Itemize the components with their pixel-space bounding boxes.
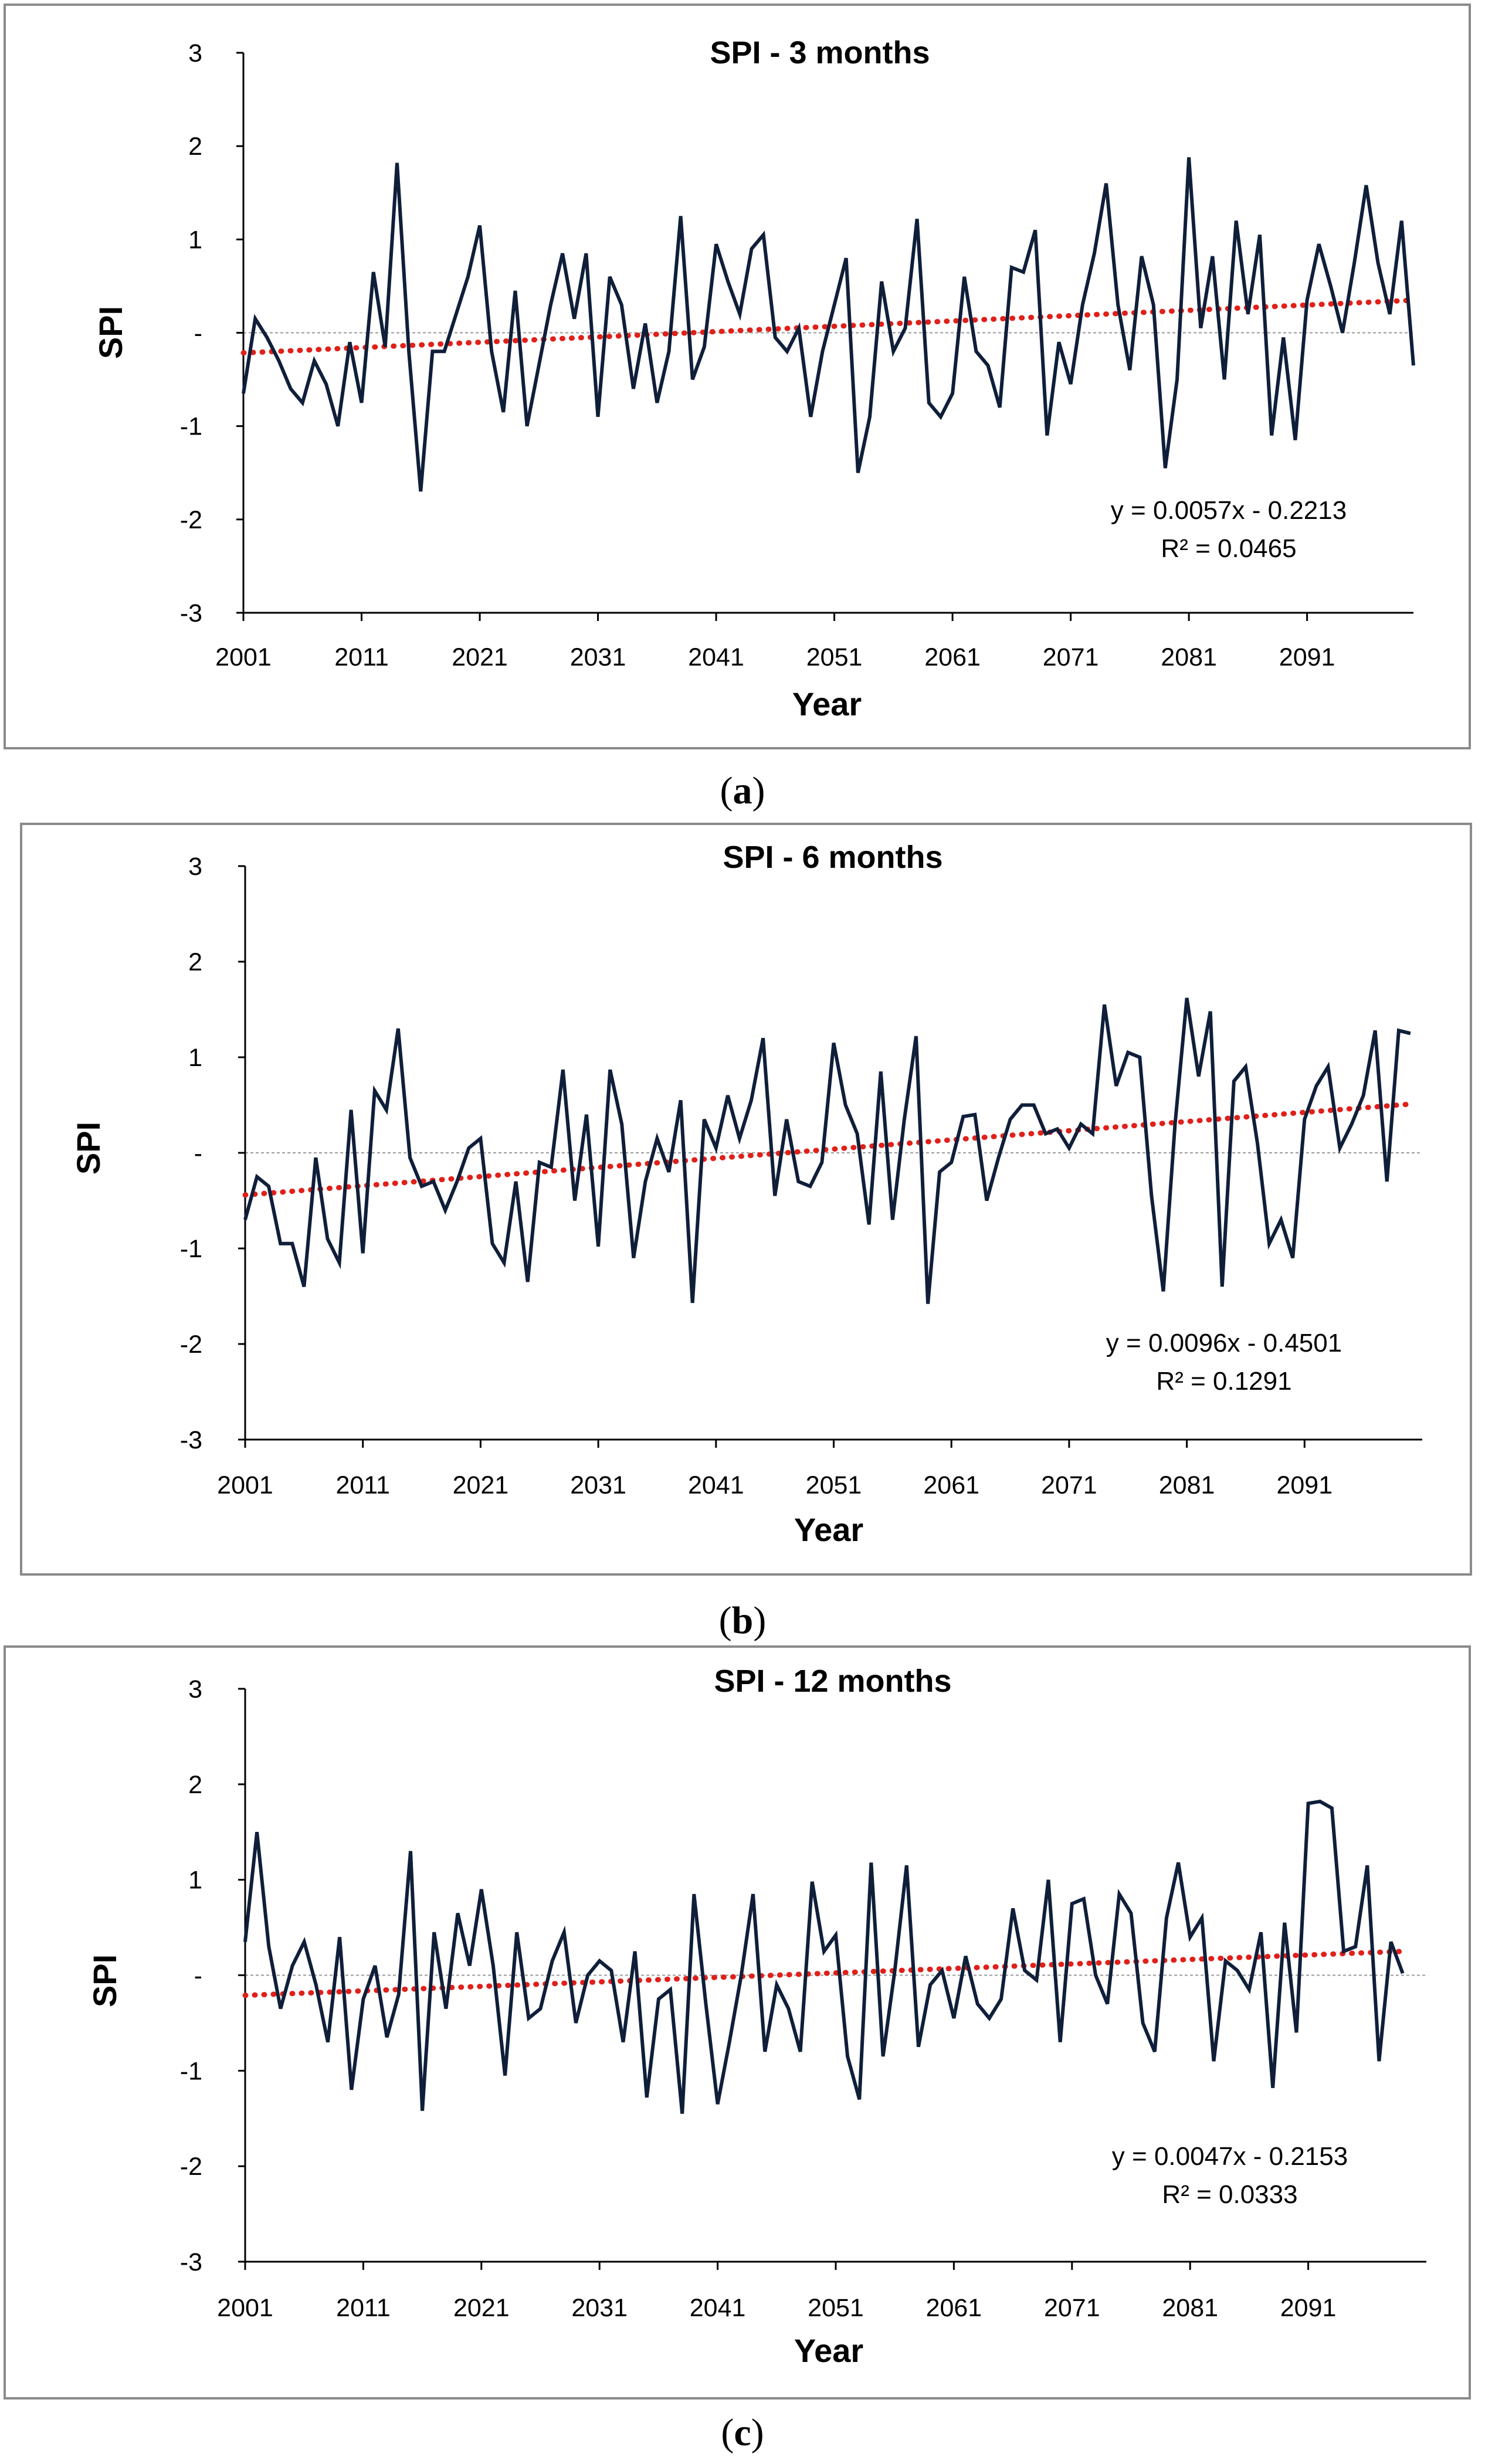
- series-line-spi: [243, 1799, 1405, 2114]
- panel-c-trend-r2: R² = 0.0333: [1162, 2180, 1297, 2209]
- panel-b-title: SPI - 6 months: [723, 840, 942, 875]
- panel-a-xlabel: Year: [792, 685, 862, 722]
- x-tick-label: 2081: [1161, 643, 1217, 671]
- panel-a-caption: (a): [720, 769, 765, 812]
- panel-c-caption-letter: c: [734, 2411, 751, 2454]
- panel-b-trend-r2: R² = 0.1291: [1156, 1367, 1291, 1396]
- x-tick-label: 2041: [688, 1471, 744, 1499]
- x-tick-label: 2041: [690, 2294, 746, 2322]
- x-tick-label: 2081: [1162, 2294, 1218, 2322]
- x-tick-label: 2001: [217, 1471, 273, 1499]
- y-tick-label: -3: [180, 599, 202, 627]
- panel-c-ylabel: SPI: [86, 1954, 123, 2007]
- panel-a: SPI - 3 months 3 2 1 - -1 -2 -3 2001 2011 2021 203…: [4, 4, 1471, 812]
- panel-b-caption-letter: b: [732, 1599, 754, 1642]
- panel-b-ylabel: SPI: [70, 1122, 107, 1175]
- x-tick-label: 2011: [334, 643, 388, 671]
- y-tick-label: 2: [188, 948, 202, 976]
- x-tick-label: 2011: [335, 1471, 389, 1499]
- panel-b-xlabel: Year: [794, 1511, 863, 1548]
- panel-c: SPI - 12 months 3 2 1 - -1 -2 -3 2001 2011 2021 20…: [4, 1645, 1471, 2454]
- y-tick-label: 2: [188, 1771, 202, 1799]
- panel-a-frame: [4, 4, 1471, 749]
- y-tick-label: 3: [188, 853, 202, 881]
- series-line-spi: [242, 157, 1415, 492]
- y-tick-label: 2: [188, 133, 202, 161]
- x-tick-label: 2021: [453, 2294, 510, 2322]
- y-tick-label: 1: [188, 1866, 202, 1895]
- x-tick-label: 2031: [570, 1471, 626, 1499]
- panel-c-caption: (c): [721, 2411, 764, 2454]
- x-tick-label: 2011: [336, 2294, 390, 2322]
- x-tick-label: 2051: [806, 643, 863, 671]
- x-tick-label: 2031: [570, 643, 626, 671]
- x-tick-label: 2061: [924, 643, 981, 671]
- y-tick-label: -3: [180, 2248, 202, 2276]
- x-tick-label: 2071: [1041, 1471, 1097, 1499]
- x-tick-label: 2091: [1279, 643, 1335, 671]
- y-tick-label: -1: [180, 2057, 202, 2085]
- y-tick-label: 1: [188, 226, 202, 254]
- panel-c-trend-equation: y = 0.0047x - 0.2153: [1112, 2142, 1348, 2171]
- x-tick-label: 2081: [1159, 1471, 1215, 1499]
- x-tick-label: 2071: [1044, 2294, 1100, 2322]
- x-tick-label: 2051: [806, 1471, 862, 1499]
- panel-c-title: SPI - 12 months: [714, 1664, 951, 1699]
- x-tick-label: 2001: [217, 2294, 273, 2322]
- y-tick-label: 3: [188, 39, 202, 67]
- panel-a-trend-r2: R² = 0.0465: [1161, 534, 1296, 563]
- y-tick-label: -1: [180, 413, 202, 441]
- x-tick-label: 2021: [453, 1471, 509, 1499]
- panel-b-plot: 3 2 1 - -1 -2 -3 2001 2011 2021 2031 2041 2051 2061 20…: [180, 853, 1422, 1499]
- panel-a-caption-letter: a: [733, 769, 752, 812]
- y-tick-label: -: [194, 320, 202, 348]
- x-tick-label: 2001: [215, 643, 272, 671]
- y-tick-label: -2: [180, 1331, 202, 1359]
- panel-a-title: SPI - 3 months: [710, 35, 930, 70]
- panel-a-trend-equation: y = 0.0057x - 0.2213: [1111, 496, 1347, 525]
- x-tick-label: 2061: [923, 1471, 979, 1499]
- panel-b: SPI - 6 months 3 2 1 - -1 -2 -3 2001 2011 2021 203…: [20, 823, 1472, 1642]
- y-tick-label: -: [194, 1139, 202, 1167]
- panel-c-frame: [4, 1645, 1471, 2399]
- panel-c-xlabel: Year: [794, 2332, 863, 2369]
- panel-a-plot: 3 2 1 - -1 -2 -3 2001 2011 2021 2031 2041 2051 2061 20…: [180, 39, 1416, 671]
- panel-b-caption: (b): [719, 1599, 767, 1642]
- x-tick-label: 2021: [452, 643, 508, 671]
- y-tick-label: 3: [188, 1675, 202, 1703]
- y-tick-label: -: [194, 1962, 202, 1990]
- y-tick-label: 1: [188, 1044, 202, 1072]
- y-tick-label: -3: [180, 1426, 202, 1454]
- panel-c-plot: 3 2 1 - -1 -2 -3 2001 2011 2021 2031 2041 2051 2061 20…: [180, 1675, 1426, 2322]
- panel-a-ylabel: SPI: [92, 306, 129, 359]
- y-tick-label: -2: [180, 506, 202, 534]
- x-tick-label: 2051: [808, 2294, 864, 2322]
- x-tick-label: 2041: [688, 643, 744, 671]
- series-line-spi: [243, 997, 1411, 1304]
- x-tick-label: 2061: [926, 2294, 982, 2322]
- panel-b-trend-equation: y = 0.0096x - 0.4501: [1106, 1329, 1342, 1357]
- trendline: [242, 1949, 1406, 1998]
- y-tick-label: -2: [180, 2153, 202, 2181]
- x-tick-label: 2091: [1280, 2294, 1337, 2322]
- y-tick-label: -1: [180, 1235, 202, 1263]
- x-tick-label: 2071: [1043, 643, 1099, 671]
- x-tick-label: 2091: [1276, 1471, 1333, 1499]
- panel-b-frame: [20, 823, 1472, 1576]
- x-tick-label: 2031: [571, 2294, 628, 2322]
